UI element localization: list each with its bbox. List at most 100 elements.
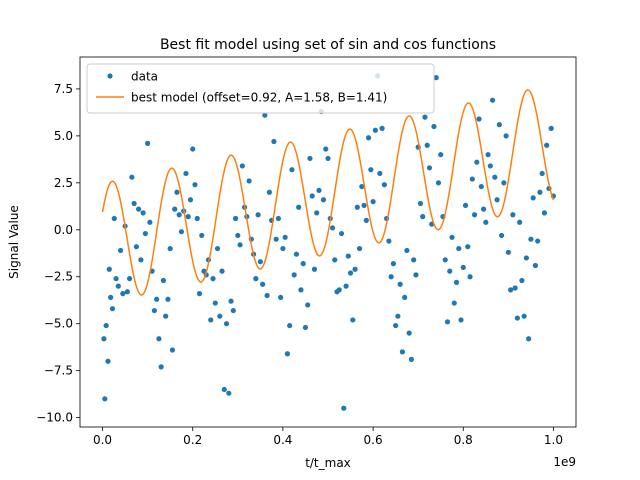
data-point — [462, 202, 469, 208]
data-point — [332, 257, 338, 263]
data-point — [201, 268, 207, 274]
data-point — [489, 97, 496, 103]
data-point — [386, 238, 392, 244]
data-point — [485, 152, 491, 158]
y-tick-label: 7.5 — [54, 82, 73, 96]
data-point — [539, 170, 545, 177]
data-point — [329, 225, 336, 231]
x-tick-label: 0.4 — [273, 433, 292, 447]
x-tick-label: 0.8 — [454, 433, 473, 447]
chart-title: Best fit model using set of sin and cos … — [160, 37, 496, 53]
data-point — [147, 219, 153, 225]
legend-data-marker — [107, 73, 113, 79]
data-point — [217, 313, 223, 319]
data-point — [320, 197, 327, 203]
data-point — [145, 140, 151, 146]
x-tick-label: 0.2 — [183, 433, 202, 447]
x-tick-label: 1.0 — [544, 433, 563, 447]
y-tick-label: −10.0 — [36, 411, 73, 425]
data-point — [266, 189, 272, 195]
data-point — [395, 313, 401, 319]
data-point — [140, 210, 146, 216]
y-tick-label: −5.0 — [44, 317, 73, 331]
data-point — [298, 287, 304, 293]
data-point — [460, 264, 466, 270]
x-tick-label: 0.6 — [364, 433, 383, 447]
data-point — [311, 266, 318, 272]
data-point — [399, 349, 405, 355]
data-point — [336, 287, 342, 293]
data-point — [406, 330, 412, 336]
data-point — [471, 212, 478, 218]
data-point — [469, 176, 475, 182]
data-point — [499, 232, 505, 239]
y-tick-label: 5.0 — [54, 129, 73, 143]
data-point — [103, 322, 109, 329]
data-point — [160, 277, 167, 284]
data-point — [127, 276, 133, 282]
data-point — [494, 197, 500, 203]
data-point — [537, 189, 543, 195]
data-point — [435, 180, 442, 186]
data-point — [167, 245, 173, 252]
data-point — [282, 234, 288, 240]
data-point — [363, 217, 369, 223]
y-axis: −10.0 −7.5 −5.0 −2.5 0.0 2.5 5.0 7.5 — [36, 82, 80, 425]
data-point — [458, 317, 464, 323]
data-point — [456, 245, 462, 252]
data-point — [102, 396, 108, 402]
data-point — [169, 347, 176, 353]
data-point — [444, 319, 451, 325]
data-point — [343, 283, 349, 289]
data-point — [289, 167, 295, 173]
data-point — [519, 277, 525, 284]
data-point — [338, 230, 345, 237]
data-point — [124, 289, 130, 295]
data-point — [512, 285, 518, 291]
data-point — [526, 336, 532, 342]
data-point — [115, 283, 121, 289]
data-point — [426, 165, 433, 171]
data-point — [361, 202, 367, 208]
data-point — [505, 249, 511, 255]
data-point — [447, 268, 453, 274]
data-point — [487, 163, 493, 169]
data-point — [449, 234, 455, 240]
data-point — [273, 236, 279, 242]
data-point — [287, 322, 293, 329]
data-point — [453, 279, 460, 285]
data-point — [323, 146, 329, 152]
data-point — [402, 294, 408, 301]
data-point — [196, 291, 203, 297]
data-point — [514, 315, 520, 321]
data-point — [370, 199, 376, 205]
data-point — [501, 180, 507, 186]
data-point — [316, 187, 322, 193]
data-point — [365, 135, 372, 141]
data-point — [260, 281, 266, 287]
data-point — [278, 294, 284, 301]
data-point — [467, 274, 473, 280]
data-point — [109, 306, 116, 312]
x-axis-label: t/t_max — [305, 456, 351, 470]
data-point — [275, 215, 281, 222]
plot-area — [101, 73, 557, 411]
data-point — [544, 142, 550, 148]
legend-box — [86, 63, 435, 114]
data-point — [228, 298, 234, 304]
data-point — [431, 123, 437, 130]
legend-model-label: best model (offset=0.92, A=1.58, B=1.41) — [131, 91, 387, 105]
data-point — [108, 294, 114, 301]
data-point — [101, 336, 107, 342]
data-point — [397, 281, 403, 287]
data-point — [359, 183, 365, 190]
data-point — [424, 142, 430, 148]
data-point — [381, 182, 387, 188]
data-point — [208, 317, 214, 323]
data-point — [379, 125, 385, 131]
data-point — [230, 307, 236, 314]
data-point — [151, 307, 157, 314]
data-point — [235, 232, 241, 239]
x-axis: 0.0 0.2 0.4 0.6 0.8 1.0 — [93, 427, 563, 447]
